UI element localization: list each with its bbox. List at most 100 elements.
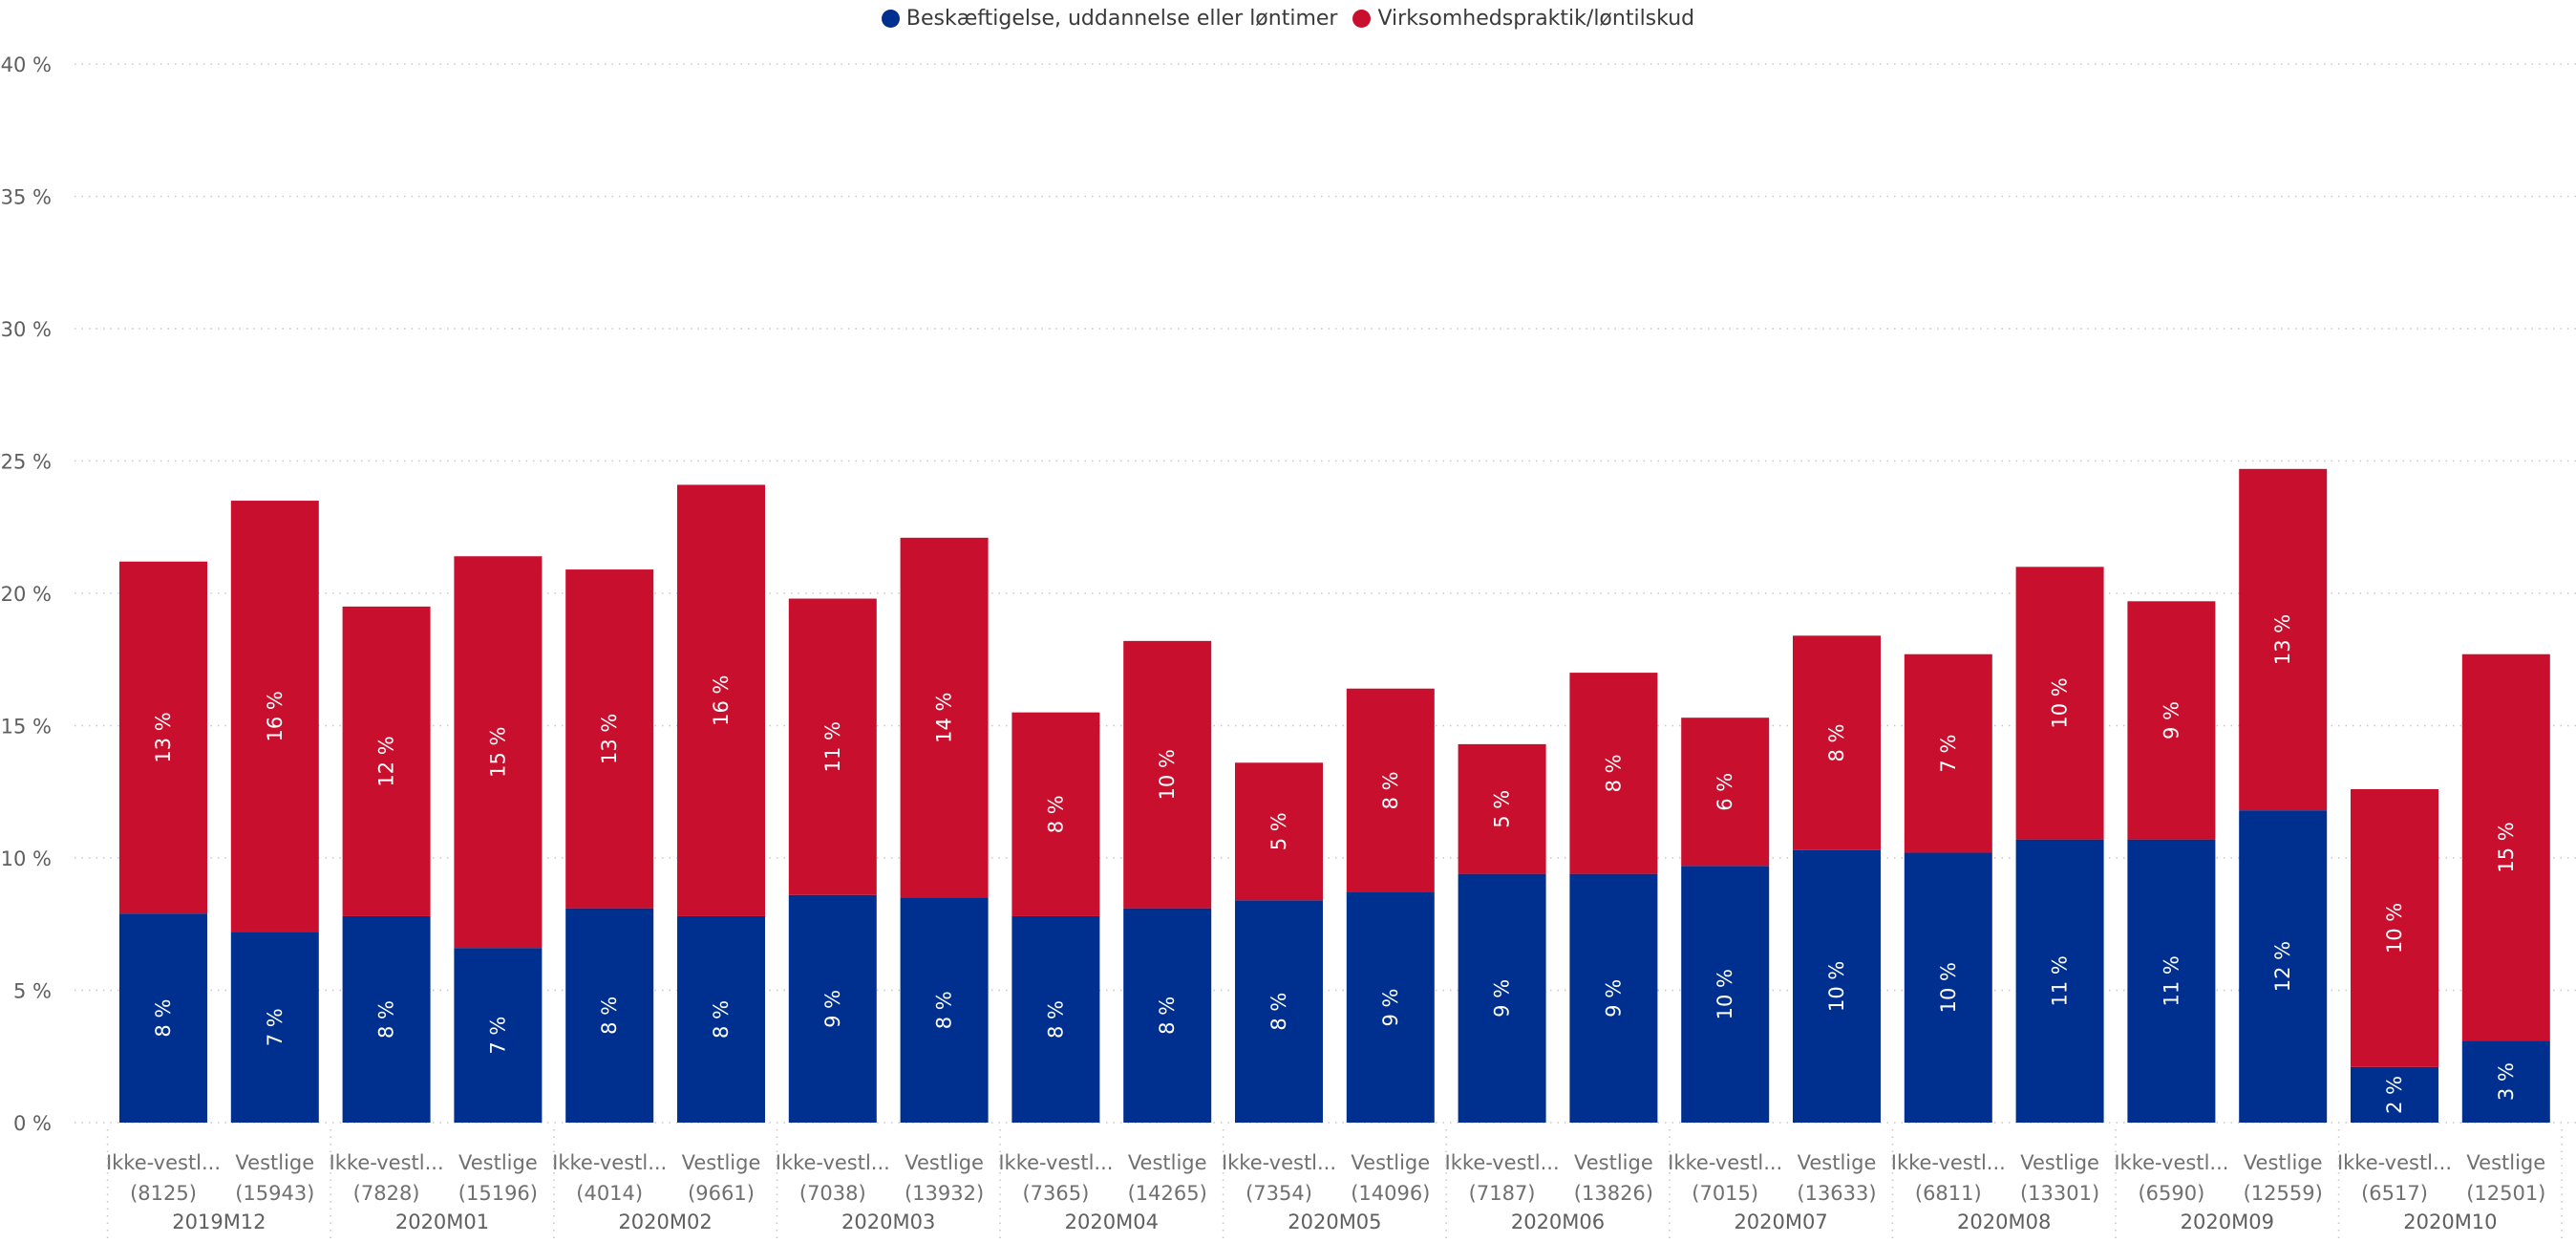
x-group-label: 2020M09 <box>2181 1211 2274 1233</box>
x-category-count: (13826) <box>1574 1182 1653 1205</box>
data-label-employment: 8 % <box>1044 1000 1067 1039</box>
data-label-employment: 10 % <box>1825 961 1848 1012</box>
x-group-label: 2020M03 <box>841 1211 935 1233</box>
bar-segment-employment <box>565 908 654 1123</box>
bar-segment-practice <box>900 537 989 898</box>
x-group-label: 2020M04 <box>1065 1211 1159 1233</box>
bar-segment-employment <box>342 915 431 1123</box>
x-group-label: 2020M02 <box>618 1211 712 1233</box>
bar-segment-practice <box>2015 567 2104 840</box>
data-label-employment: 3 % <box>2495 1062 2518 1101</box>
bar-segment-practice <box>2461 654 2550 1041</box>
bar-segment-employment <box>1904 852 1992 1123</box>
y-tick-label: 20 % <box>1 583 52 606</box>
x-group-label: 2020M05 <box>1288 1211 1381 1233</box>
data-label-employment: 9 % <box>821 990 844 1028</box>
x-category-label: Vestlige <box>1574 1151 1653 1174</box>
x-category-count: (7038) <box>799 1182 866 1205</box>
bar-segment-practice <box>454 556 543 949</box>
y-tick-label: 10 % <box>1 847 52 870</box>
data-label-employment: 8 % <box>152 999 175 1038</box>
x-category-label: Ikke-vestl... <box>552 1151 667 1174</box>
x-category-label: Ikke-vestl... <box>1891 1151 2006 1174</box>
x-category-label: Ikke-vestl... <box>1445 1151 1560 1174</box>
bar-segment-employment <box>454 948 543 1123</box>
data-label-employment: 10 % <box>1714 969 1736 1019</box>
data-label-employment: 9 % <box>1602 979 1625 1018</box>
x-category-label: Vestlige <box>1798 1151 1877 1174</box>
x-category-count: (7015) <box>1692 1182 1758 1205</box>
y-tick-label: 40 % <box>1 54 52 76</box>
data-label-practice: 13 % <box>152 712 175 762</box>
x-group-label: 2020M07 <box>1734 1211 1827 1233</box>
data-label-practice: 8 % <box>1825 724 1848 762</box>
bar-segment-employment <box>1011 915 1100 1123</box>
x-category-count: (7365) <box>1022 1182 1089 1205</box>
bar-segment-practice <box>1793 635 1881 850</box>
bar-segment-practice <box>1681 718 1770 867</box>
x-group-label: 2020M06 <box>1511 1211 1605 1233</box>
legend-item-employment[interactable]: Beskæftigelse, uddannelse eller løntimer <box>881 6 1338 31</box>
bar-segment-employment <box>1793 849 1881 1123</box>
y-tick-label: 0 % <box>13 1112 52 1135</box>
data-label-practice: 13 % <box>598 714 621 764</box>
x-category-label: Ikke-vestl... <box>2114 1151 2228 1174</box>
x-category-count: (6517) <box>2361 1182 2428 1205</box>
x-group-label: 2019M12 <box>172 1211 266 1233</box>
data-label-employment: 9 % <box>1379 989 1402 1027</box>
x-category-label: Vestlige <box>235 1151 314 1174</box>
x-category-count: (7354) <box>1245 1182 1312 1205</box>
x-category-count: (8125) <box>130 1182 197 1205</box>
x-category-label: Ikke-vestl... <box>998 1151 1113 1174</box>
legend-label-employment: Beskæftigelse, uddannelse eller løntimer <box>905 6 1338 31</box>
x-category-label: Vestlige <box>682 1151 761 1174</box>
data-label-employment: 2 % <box>2383 1076 2406 1114</box>
data-label-employment: 7 % <box>264 1008 287 1046</box>
x-category-count: (12559) <box>2244 1182 2323 1205</box>
data-label-practice: 13 % <box>2271 614 2294 665</box>
data-label-employment: 8 % <box>375 1000 398 1039</box>
bar-segment-practice <box>342 606 431 916</box>
x-group-label: 2020M10 <box>2403 1211 2497 1233</box>
x-category-count: (6590) <box>2138 1182 2204 1205</box>
data-label-employment: 8 % <box>710 1000 733 1039</box>
bar-segment-practice <box>788 598 877 895</box>
legend-item-practice[interactable]: Virksomhedspraktik/løntilskud <box>1352 7 1694 31</box>
data-label-employment: 8 % <box>933 991 956 1029</box>
data-label-practice: 12 % <box>375 736 398 786</box>
x-category-count: (13932) <box>905 1182 984 1205</box>
data-label-employment: 8 % <box>598 997 621 1035</box>
x-category-label: Vestlige <box>905 1151 984 1174</box>
data-label-practice: 11 % <box>821 721 844 772</box>
legend: Beskæftigelse, uddannelse eller løntimer… <box>0 2 2576 34</box>
data-label-employment: 11 % <box>2160 955 2182 1006</box>
x-category-count: (13301) <box>2020 1182 2099 1205</box>
x-category-label: Ikke-vestl... <box>776 1151 890 1174</box>
bar-segment-practice <box>119 561 207 914</box>
data-label-practice: 10 % <box>2049 677 2072 728</box>
x-category-count: (6811) <box>1915 1182 1982 1205</box>
bar-segment-employment <box>2239 810 2328 1123</box>
bar-segment-practice <box>1458 743 1546 874</box>
bar-segment-practice <box>230 501 319 932</box>
data-label-employment: 7 % <box>486 1017 509 1055</box>
legend-label-practice: Virksomhedspraktik/løntilskud <box>1377 6 1695 31</box>
bar-segment-practice <box>677 484 765 916</box>
x-category-count: (14265) <box>1128 1182 1207 1205</box>
bar-segment-employment <box>2461 1040 2550 1123</box>
data-label-practice: 8 % <box>1044 795 1067 833</box>
data-label-practice: 10 % <box>1156 749 1179 800</box>
x-category-count: (15196) <box>458 1182 538 1205</box>
data-label-employment: 12 % <box>2271 941 2294 992</box>
bar-segment-employment <box>2351 1066 2438 1123</box>
x-category-label: Ikke-vestl... <box>1222 1151 1336 1174</box>
x-category-label: Ikke-vestl... <box>2337 1151 2452 1174</box>
data-label-employment: 8 % <box>1156 997 1179 1035</box>
y-tick-label: 30 % <box>1 318 52 341</box>
bar-segment-employment <box>1681 866 1770 1123</box>
x-category-label: Vestlige <box>458 1151 538 1174</box>
x-category-count: (14096) <box>1351 1182 1430 1205</box>
data-label-practice: 5 % <box>1267 812 1290 850</box>
bar-segment-employment <box>1569 873 1658 1123</box>
